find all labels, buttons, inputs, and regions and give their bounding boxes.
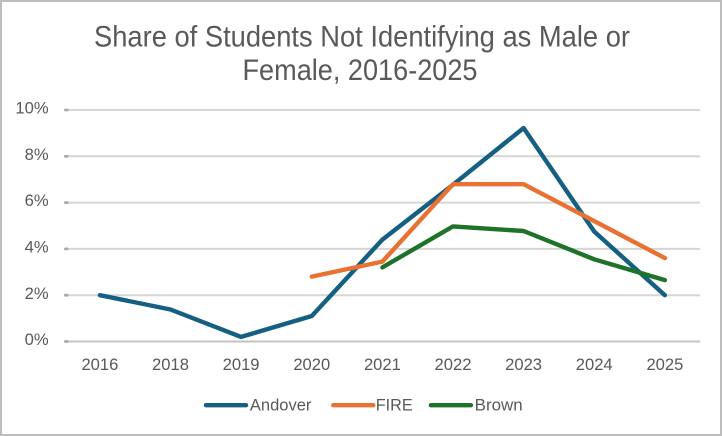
- svg-text:10%: 10%: [15, 99, 48, 118]
- svg-text:0%: 0%: [25, 330, 49, 349]
- svg-text:4%: 4%: [25, 238, 49, 257]
- svg-text:Share of Students Not Identify: Share of Students Not Identifying as Mal…: [94, 20, 630, 53]
- svg-text:2019: 2019: [223, 355, 260, 374]
- svg-text:6%: 6%: [25, 191, 49, 210]
- svg-text:2%: 2%: [25, 284, 49, 303]
- svg-text:FIRE: FIRE: [376, 397, 413, 415]
- svg-text:2025: 2025: [646, 355, 683, 374]
- svg-text:2018: 2018: [152, 355, 189, 374]
- svg-text:2016: 2016: [81, 355, 118, 374]
- svg-text:Brown: Brown: [475, 397, 523, 415]
- svg-text:2021: 2021: [364, 355, 401, 374]
- svg-text:2022: 2022: [435, 355, 472, 374]
- svg-text:Female, 2016-2025: Female, 2016-2025: [243, 54, 478, 87]
- svg-text:2024: 2024: [576, 355, 613, 374]
- svg-text:2023: 2023: [505, 355, 542, 374]
- svg-text:8%: 8%: [25, 145, 49, 164]
- svg-text:2020: 2020: [293, 355, 330, 374]
- svg-text:Andover: Andover: [250, 397, 312, 415]
